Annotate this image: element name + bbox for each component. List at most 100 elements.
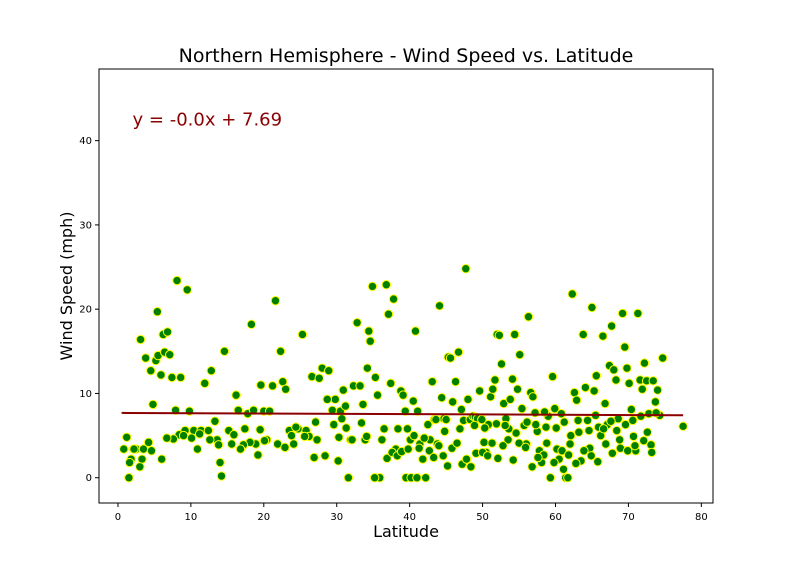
scatter-point [550, 403, 560, 414]
scatter-point [584, 425, 594, 436]
scatter-point [624, 378, 634, 389]
scatter-point [607, 448, 618, 458]
scatter-point [456, 404, 467, 415]
scatter-point [338, 385, 348, 395]
scatter-point [437, 392, 447, 403]
scatter-points [119, 264, 688, 483]
scatter-point [314, 373, 324, 383]
scatter-point [565, 439, 575, 449]
scatter-point [598, 424, 609, 434]
scatter-point [434, 440, 444, 451]
scatter-point [424, 446, 435, 456]
chart-title: Northern Hemisphere - Wind Speed vs. Lat… [179, 45, 634, 67]
scatter-point [482, 451, 493, 461]
scatter-point [291, 422, 301, 432]
scatter-point [419, 433, 429, 443]
scatter-point [388, 294, 399, 304]
scatter-point [259, 435, 270, 446]
scatter-point [614, 435, 625, 445]
x-tick-label: 70 [622, 512, 635, 523]
scatter-point [167, 372, 177, 383]
scatter-point [551, 423, 561, 433]
scatter-point [533, 452, 543, 463]
scatter-point [558, 464, 569, 474]
scatter-point [557, 446, 567, 456]
scatter-point [434, 301, 445, 311]
scatter-point [333, 456, 343, 466]
scatter-point [409, 430, 419, 441]
x-axis: 0 10 20 30 40 50 60 70 80 [115, 503, 708, 523]
scatter-point [408, 396, 418, 406]
scatter-point [216, 471, 227, 481]
scatter-point [485, 392, 496, 402]
scatter-point [382, 453, 392, 464]
scatter-point [505, 394, 515, 405]
scatter-point [450, 376, 461, 387]
scatter-point [447, 397, 458, 407]
scatter-point [452, 438, 462, 448]
scatter-point [466, 462, 476, 472]
scatter-point [248, 405, 259, 416]
scatter-point [509, 329, 520, 340]
x-tick-label: 40 [403, 512, 416, 523]
scatter-point [206, 365, 216, 376]
scatter-point [657, 353, 668, 363]
scatter-point [355, 381, 365, 391]
scatter-point [431, 414, 441, 425]
scatter-point [569, 387, 580, 398]
scatter-point [398, 390, 408, 400]
scatter-point [135, 462, 145, 472]
x-tick-label: 20 [257, 512, 270, 523]
scatter-point [639, 435, 649, 446]
y-tick-label: 0 [86, 473, 92, 484]
scatter-point [146, 446, 157, 456]
scatter-point [515, 349, 525, 360]
y-tick-label: 10 [79, 389, 92, 400]
scatter-point [500, 420, 510, 431]
scatter-point [324, 365, 334, 376]
scatter-point [439, 426, 450, 437]
scatter-point [491, 419, 502, 429]
scatter-point [563, 450, 574, 460]
scatter-point [487, 438, 497, 448]
scatter-point [628, 431, 639, 442]
y-tick-label: 20 [79, 305, 92, 316]
scatter-point [334, 432, 344, 442]
scatter-point [637, 384, 647, 394]
scatter-point [461, 454, 472, 464]
scatter-point [633, 308, 643, 319]
scatter-point [441, 414, 451, 425]
scatter-point [329, 419, 339, 430]
scatter-point [178, 430, 189, 441]
scatter-point [571, 458, 581, 469]
scatter-point [140, 353, 151, 363]
scatter-point [420, 473, 431, 483]
scatter-point [414, 443, 424, 453]
scatter-point [573, 415, 583, 426]
scatter-point [227, 439, 237, 449]
scatter-point [235, 444, 246, 454]
x-tick-label: 50 [476, 512, 489, 523]
scatter-point [246, 319, 257, 330]
scatter-point [496, 359, 507, 369]
scatter-point [365, 336, 375, 346]
scatter-point [648, 376, 658, 386]
x-axis-label: Latitude [373, 522, 439, 541]
scatter-point [626, 404, 637, 415]
scatter-point [463, 394, 473, 405]
scatter-point [280, 384, 291, 394]
plot-area: y = -0.0x + 7.69 [98, 68, 714, 504]
scatter-point [453, 347, 464, 357]
scatter-point [165, 349, 175, 360]
scatter-point [542, 438, 552, 448]
scatter-point [445, 353, 456, 363]
scatter-point [385, 378, 396, 389]
scatter-point [124, 473, 134, 483]
scatter-point [192, 444, 203, 454]
scatter-point [514, 438, 524, 448]
scatter-point [612, 425, 622, 436]
scatter-point [270, 296, 281, 306]
scatter-point [146, 365, 156, 376]
scatter-point [352, 317, 362, 328]
